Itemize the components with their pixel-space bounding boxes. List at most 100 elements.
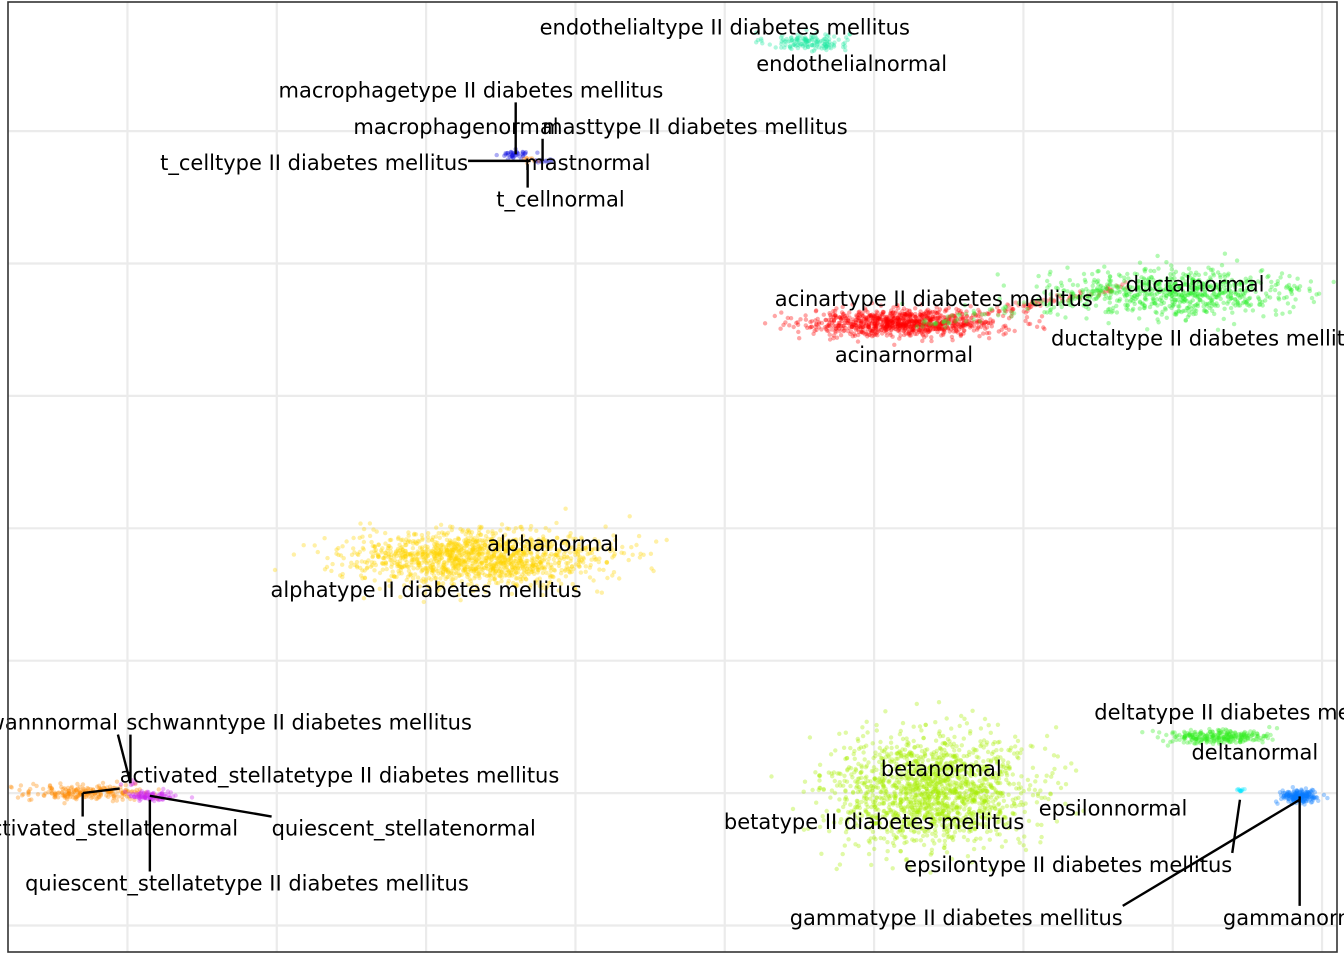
point bbox=[1179, 292, 1184, 298]
point bbox=[951, 318, 956, 323]
point bbox=[1057, 294, 1062, 299]
point bbox=[410, 546, 416, 551]
point bbox=[841, 41, 846, 47]
point bbox=[859, 799, 864, 805]
point bbox=[862, 757, 867, 762]
point bbox=[486, 555, 492, 560]
point bbox=[908, 316, 914, 321]
point bbox=[928, 326, 933, 331]
point bbox=[1123, 280, 1128, 285]
point bbox=[1217, 288, 1222, 293]
point bbox=[803, 38, 809, 43]
point bbox=[936, 323, 941, 329]
point bbox=[924, 314, 929, 319]
point bbox=[1025, 306, 1030, 312]
point bbox=[908, 325, 913, 330]
point bbox=[1056, 780, 1061, 786]
point bbox=[1207, 284, 1212, 289]
point bbox=[1248, 275, 1253, 280]
point bbox=[1107, 300, 1113, 305]
point bbox=[907, 313, 912, 318]
point bbox=[563, 506, 568, 511]
point bbox=[1169, 290, 1174, 295]
point bbox=[1213, 282, 1218, 287]
point bbox=[1260, 299, 1265, 305]
point bbox=[1183, 298, 1188, 303]
point bbox=[510, 153, 515, 158]
point bbox=[853, 842, 858, 847]
point bbox=[1105, 286, 1110, 291]
point bbox=[893, 327, 898, 332]
point bbox=[1193, 303, 1198, 308]
point bbox=[1106, 289, 1111, 294]
point bbox=[975, 318, 980, 323]
point bbox=[1146, 291, 1151, 296]
point bbox=[1124, 292, 1129, 298]
point bbox=[1148, 274, 1154, 280]
point bbox=[1288, 287, 1294, 292]
point bbox=[892, 313, 897, 318]
point bbox=[541, 558, 547, 563]
point bbox=[884, 856, 889, 862]
point bbox=[1105, 284, 1111, 289]
point bbox=[986, 321, 991, 326]
point bbox=[1085, 293, 1090, 299]
point bbox=[956, 794, 961, 799]
point bbox=[1155, 303, 1160, 308]
point bbox=[860, 330, 866, 336]
point bbox=[1176, 291, 1182, 297]
point bbox=[817, 773, 822, 778]
point bbox=[1253, 289, 1258, 294]
point bbox=[1183, 318, 1188, 323]
point bbox=[1232, 290, 1237, 295]
point bbox=[803, 313, 808, 318]
point bbox=[908, 324, 913, 329]
point bbox=[1210, 308, 1215, 313]
point bbox=[1185, 274, 1191, 279]
point bbox=[1023, 304, 1028, 309]
point bbox=[1225, 273, 1231, 278]
point bbox=[880, 748, 885, 754]
point bbox=[905, 331, 911, 336]
point bbox=[843, 48, 848, 53]
point bbox=[849, 325, 854, 330]
point bbox=[914, 319, 920, 324]
point bbox=[1044, 773, 1049, 778]
point bbox=[804, 39, 809, 45]
point bbox=[871, 314, 877, 319]
point bbox=[815, 39, 820, 44]
point bbox=[1172, 312, 1178, 317]
point bbox=[1142, 305, 1147, 311]
point bbox=[1109, 287, 1114, 293]
point bbox=[942, 309, 948, 314]
point bbox=[534, 159, 539, 164]
point bbox=[868, 313, 873, 318]
point bbox=[1256, 296, 1262, 302]
point bbox=[980, 788, 986, 793]
point bbox=[1135, 285, 1140, 290]
point bbox=[961, 324, 966, 329]
point bbox=[798, 317, 803, 322]
point bbox=[805, 41, 810, 46]
point bbox=[978, 324, 984, 330]
point bbox=[823, 326, 829, 332]
point bbox=[926, 329, 931, 334]
point bbox=[978, 314, 983, 319]
point bbox=[1168, 286, 1174, 292]
point bbox=[827, 36, 832, 42]
point bbox=[1024, 315, 1030, 320]
point bbox=[874, 313, 879, 318]
point bbox=[1156, 320, 1161, 325]
point bbox=[1037, 319, 1042, 324]
point bbox=[1239, 283, 1244, 288]
point bbox=[880, 331, 885, 336]
point bbox=[1140, 281, 1145, 286]
point bbox=[429, 558, 434, 563]
point bbox=[1052, 766, 1057, 772]
point bbox=[1153, 300, 1158, 306]
point bbox=[1187, 291, 1193, 296]
point bbox=[837, 771, 842, 776]
point bbox=[1269, 284, 1274, 289]
point bbox=[905, 314, 910, 319]
point bbox=[1164, 315, 1170, 320]
